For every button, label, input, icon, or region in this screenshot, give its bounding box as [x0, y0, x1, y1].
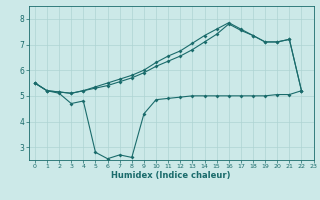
- X-axis label: Humidex (Indice chaleur): Humidex (Indice chaleur): [111, 171, 231, 180]
